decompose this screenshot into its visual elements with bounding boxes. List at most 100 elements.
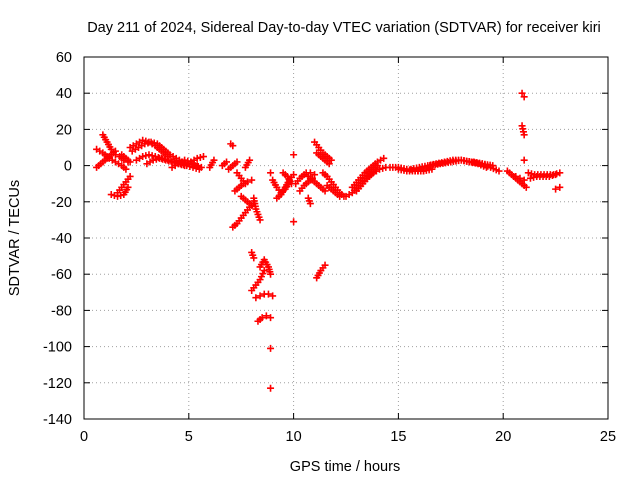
y-tick-label: -40 bbox=[51, 231, 72, 247]
y-tick-label: 60 bbox=[56, 50, 72, 66]
x-tick-label: 0 bbox=[80, 429, 88, 445]
data-point bbox=[142, 152, 150, 160]
data-point bbox=[527, 170, 535, 178]
data-point bbox=[522, 183, 530, 191]
data-point bbox=[181, 156, 189, 164]
data-point bbox=[155, 154, 163, 162]
data-point bbox=[210, 156, 218, 164]
data-point bbox=[520, 93, 528, 101]
y-tick-label: 0 bbox=[64, 159, 72, 175]
axis-ticks: 0 5 10 15 20 25 -140 -120 -100 -80 -60 -40 -20 0 20 40 6… bbox=[43, 50, 616, 445]
data-point bbox=[379, 164, 387, 172]
data-point bbox=[126, 158, 134, 166]
data-point bbox=[193, 162, 201, 170]
data-point bbox=[139, 136, 147, 144]
data-point bbox=[526, 174, 534, 182]
data-point bbox=[311, 171, 319, 179]
data-point bbox=[256, 216, 264, 224]
y-tick-label: 40 bbox=[56, 86, 72, 102]
data-point bbox=[223, 158, 231, 166]
data-point bbox=[267, 384, 275, 392]
data-point bbox=[290, 151, 298, 159]
data-point bbox=[229, 142, 237, 150]
data-point bbox=[376, 165, 384, 173]
data-point bbox=[145, 151, 153, 159]
data-point bbox=[142, 137, 150, 145]
data-point bbox=[248, 176, 256, 184]
data-point bbox=[189, 163, 197, 171]
data-point bbox=[159, 155, 167, 163]
data-point bbox=[124, 183, 132, 191]
data-point bbox=[556, 183, 564, 191]
data-point bbox=[267, 314, 275, 322]
data-point bbox=[552, 171, 560, 179]
data-point bbox=[520, 131, 528, 139]
data-point bbox=[308, 174, 316, 182]
data-point bbox=[267, 169, 275, 177]
data-point bbox=[325, 160, 333, 168]
data-point bbox=[148, 152, 156, 160]
data-point bbox=[139, 153, 147, 161]
chart-title: Day 211 of 2024, Sidereal Day-to-day VTE… bbox=[87, 20, 601, 36]
data-point bbox=[256, 292, 264, 300]
data-point bbox=[495, 167, 503, 175]
data-point bbox=[552, 185, 560, 193]
x-tick-label: 10 bbox=[286, 429, 302, 445]
data-point bbox=[111, 151, 119, 159]
data-point bbox=[195, 165, 203, 173]
data-point bbox=[126, 172, 134, 180]
data-point bbox=[165, 157, 173, 165]
x-tick-label: 5 bbox=[185, 429, 193, 445]
data-point bbox=[184, 157, 192, 165]
data-point bbox=[252, 294, 260, 302]
data-point bbox=[380, 154, 388, 162]
y-axis-label: SDTVAR / TECUs bbox=[7, 180, 23, 296]
data-point bbox=[260, 267, 268, 275]
data-point bbox=[193, 154, 201, 162]
data-point bbox=[152, 155, 160, 163]
data-point bbox=[556, 169, 564, 177]
data-point bbox=[241, 180, 249, 188]
data-point bbox=[267, 344, 275, 352]
data-point bbox=[306, 200, 314, 208]
data-point bbox=[258, 314, 266, 322]
data-point bbox=[264, 290, 272, 298]
plot-frame bbox=[83, 56, 609, 420]
x-axis-label: GPS time / hours bbox=[290, 459, 400, 475]
y-tick-label: -20 bbox=[51, 195, 72, 211]
data-point bbox=[290, 171, 298, 179]
data-point bbox=[321, 261, 329, 269]
x-tick-label: 25 bbox=[600, 429, 616, 445]
data-point bbox=[246, 156, 254, 164]
y-tick-label: -120 bbox=[43, 376, 72, 392]
data-point bbox=[267, 270, 275, 278]
data-point bbox=[122, 165, 130, 173]
data-point bbox=[107, 191, 115, 199]
data-point bbox=[327, 156, 335, 164]
data-point bbox=[336, 192, 344, 200]
data-point bbox=[196, 153, 204, 161]
data-point bbox=[250, 254, 258, 262]
data-point bbox=[290, 218, 298, 226]
x-tick-label: 15 bbox=[390, 429, 406, 445]
data-point bbox=[149, 156, 157, 164]
x-tick-label: 20 bbox=[495, 429, 511, 445]
y-tick-label: -60 bbox=[51, 267, 72, 283]
data-point bbox=[530, 173, 538, 181]
data-points bbox=[93, 89, 564, 392]
data-point bbox=[306, 169, 314, 177]
data-point bbox=[199, 153, 207, 161]
data-point bbox=[162, 156, 170, 164]
y-tick-label: -100 bbox=[43, 340, 72, 356]
data-point bbox=[553, 170, 561, 178]
y-tick-label: 20 bbox=[56, 122, 72, 138]
data-point bbox=[233, 158, 241, 166]
data-point bbox=[520, 156, 528, 164]
data-point bbox=[269, 292, 277, 300]
data-point bbox=[262, 312, 270, 320]
data-point bbox=[321, 187, 329, 195]
data-point bbox=[545, 172, 553, 180]
